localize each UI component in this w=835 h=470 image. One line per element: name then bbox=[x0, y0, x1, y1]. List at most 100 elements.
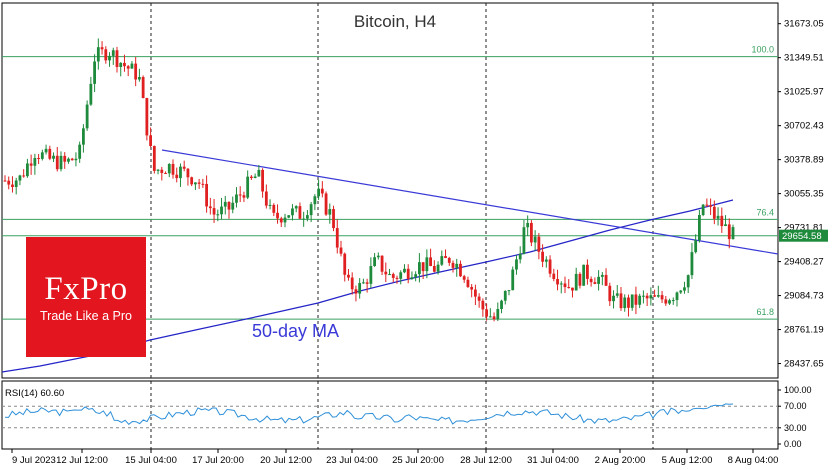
candle-down bbox=[324, 193, 328, 215]
candle-down bbox=[126, 66, 130, 69]
candle-up bbox=[52, 155, 55, 159]
candle-up bbox=[518, 253, 522, 260]
candle-up bbox=[268, 204, 272, 206]
y-tick-label: 28761.19 bbox=[784, 325, 824, 336]
rsi-tick-label: 30.00 bbox=[784, 423, 807, 433]
candle-down bbox=[145, 98, 149, 136]
candle-down bbox=[634, 294, 638, 305]
candle-up bbox=[388, 274, 391, 276]
candle-up bbox=[223, 201, 227, 207]
candle-up bbox=[313, 196, 317, 205]
candle-up bbox=[294, 206, 298, 209]
candle-down bbox=[571, 287, 574, 291]
candle-up bbox=[731, 227, 735, 240]
candle-down bbox=[608, 285, 612, 302]
candle-up bbox=[130, 63, 134, 69]
x-tick-label: 31 Jul 04:00 bbox=[527, 455, 579, 466]
candle-up bbox=[33, 157, 37, 166]
candle-down bbox=[160, 169, 164, 173]
descending-trendline bbox=[161, 149, 779, 255]
y-tick-label: 31349.51 bbox=[784, 53, 824, 64]
candle-down bbox=[208, 206, 212, 209]
candle-up bbox=[108, 55, 111, 61]
x-tick-label: 20 Jul 12:00 bbox=[260, 455, 312, 466]
candle-up bbox=[600, 274, 604, 277]
candle-down bbox=[171, 163, 175, 175]
candle-up bbox=[26, 163, 29, 177]
candle-up bbox=[642, 295, 645, 297]
candle-up bbox=[690, 252, 694, 276]
candle-up bbox=[85, 104, 89, 129]
candle-down bbox=[444, 256, 447, 258]
x-tick-label: 23 Jul 04:00 bbox=[326, 455, 378, 466]
candle-up bbox=[698, 214, 701, 241]
candle-up bbox=[167, 163, 171, 174]
candle-up bbox=[694, 240, 698, 253]
candle-up bbox=[716, 215, 720, 219]
candle-down bbox=[485, 309, 488, 317]
candle-up bbox=[623, 297, 627, 309]
y-tick-label: 31025.97 bbox=[784, 87, 824, 98]
fib-label: 61.8 bbox=[756, 307, 774, 317]
candle-down bbox=[29, 163, 33, 166]
candle-up bbox=[533, 236, 537, 243]
candle-up bbox=[231, 202, 235, 210]
rsi-line bbox=[4, 403, 734, 425]
candle-down bbox=[100, 47, 104, 50]
candle-down bbox=[548, 259, 552, 274]
rsi-tick-label: 70.00 bbox=[784, 401, 807, 411]
candle-up bbox=[253, 176, 257, 179]
main-frame bbox=[1, 2, 779, 379]
rsi-label: RSI(14) 60.60 bbox=[5, 388, 64, 399]
candle-up bbox=[638, 295, 642, 305]
rsi-frame bbox=[1, 380, 779, 450]
y-tick-label: 30378.89 bbox=[784, 155, 824, 166]
candle-up bbox=[93, 61, 96, 84]
candle-down bbox=[586, 264, 589, 279]
candle-down bbox=[55, 155, 59, 170]
candle-up bbox=[668, 300, 671, 304]
candle-up bbox=[649, 295, 653, 299]
fib-label: 76.4 bbox=[756, 207, 774, 217]
candle-down bbox=[227, 201, 231, 210]
candle-up bbox=[675, 292, 679, 301]
candle-down bbox=[261, 169, 264, 192]
candle-down bbox=[537, 236, 541, 252]
candle-down bbox=[421, 262, 425, 272]
candle-up bbox=[515, 259, 518, 270]
ma-label: 50-day MA bbox=[252, 321, 339, 341]
x-tick-label: 25 Jul 20:00 bbox=[392, 455, 444, 466]
candle-down bbox=[466, 279, 470, 287]
candle-up bbox=[369, 266, 373, 284]
candle-down bbox=[563, 283, 567, 288]
candle-down bbox=[705, 204, 709, 206]
y-tick-label: 28437.65 bbox=[784, 359, 824, 370]
candle-up bbox=[18, 175, 22, 181]
candle-down bbox=[474, 289, 477, 297]
candle-down bbox=[530, 222, 533, 243]
candle-up bbox=[119, 62, 123, 67]
candle-down bbox=[175, 174, 179, 179]
candle-up bbox=[235, 194, 238, 203]
candle-down bbox=[332, 209, 335, 229]
y-tick-label: 30055.35 bbox=[784, 189, 824, 200]
candle-up bbox=[544, 259, 548, 262]
candle-up bbox=[683, 287, 686, 291]
candle-down bbox=[335, 228, 339, 248]
candle-up bbox=[358, 283, 362, 294]
candle-down bbox=[343, 253, 347, 275]
candle-up bbox=[574, 273, 578, 291]
candle-up bbox=[496, 309, 500, 320]
candle-down bbox=[48, 148, 52, 159]
candle-down bbox=[37, 157, 40, 159]
rsi-tick-label: 100.00 bbox=[784, 385, 812, 395]
price-tag bbox=[779, 229, 828, 242]
candle-down bbox=[709, 205, 712, 207]
candle-down bbox=[63, 155, 67, 162]
candle-up bbox=[455, 263, 459, 268]
candle-down bbox=[552, 273, 556, 279]
candle-down bbox=[272, 204, 276, 213]
candle-up bbox=[686, 275, 690, 288]
candle-down bbox=[238, 194, 242, 196]
